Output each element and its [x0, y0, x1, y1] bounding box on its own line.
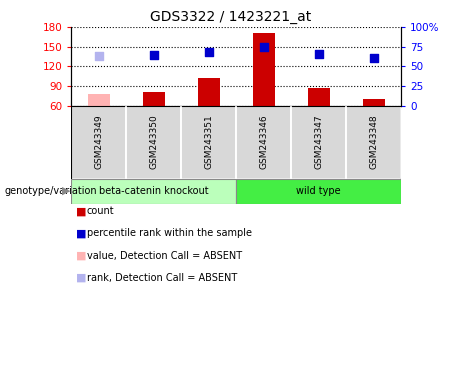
Bar — [198, 78, 220, 106]
Text: ▶: ▶ — [62, 186, 71, 196]
Text: genotype/variation: genotype/variation — [5, 186, 97, 196]
Bar — [346, 106, 401, 179]
Text: wild type: wild type — [296, 186, 341, 196]
Bar — [363, 99, 384, 106]
Text: value, Detection Call = ABSENT: value, Detection Call = ABSENT — [87, 251, 242, 261]
Text: GDS3322 / 1423221_at: GDS3322 / 1423221_at — [150, 10, 311, 23]
Bar — [88, 94, 110, 106]
Text: ■: ■ — [76, 251, 87, 261]
Point — [205, 50, 213, 56]
Point — [260, 44, 267, 50]
Text: rank, Detection Call = ABSENT: rank, Detection Call = ABSENT — [87, 273, 237, 283]
Point — [95, 53, 103, 60]
Bar — [307, 88, 330, 106]
Text: GSM243349: GSM243349 — [95, 115, 103, 169]
Point — [370, 55, 377, 61]
Text: GSM243350: GSM243350 — [149, 115, 159, 169]
Point — [150, 52, 158, 58]
Text: percentile rank within the sample: percentile rank within the sample — [87, 228, 252, 238]
Text: GSM243346: GSM243346 — [259, 115, 268, 169]
Bar — [291, 106, 346, 179]
Text: count: count — [87, 206, 114, 216]
Text: ■: ■ — [76, 273, 87, 283]
Text: ■: ■ — [76, 206, 87, 216]
Bar — [236, 106, 291, 179]
Bar — [71, 106, 126, 179]
Bar — [236, 179, 401, 204]
Text: GSM243351: GSM243351 — [204, 115, 213, 169]
Point — [315, 51, 322, 58]
Text: GSM243348: GSM243348 — [369, 115, 378, 169]
Text: beta-catenin knockout: beta-catenin knockout — [99, 186, 209, 196]
Bar — [126, 106, 181, 179]
Text: ■: ■ — [76, 228, 87, 238]
Text: GSM243347: GSM243347 — [314, 115, 323, 169]
Bar — [181, 106, 236, 179]
Bar — [143, 93, 165, 106]
Bar — [71, 179, 236, 204]
Bar — [253, 33, 275, 106]
